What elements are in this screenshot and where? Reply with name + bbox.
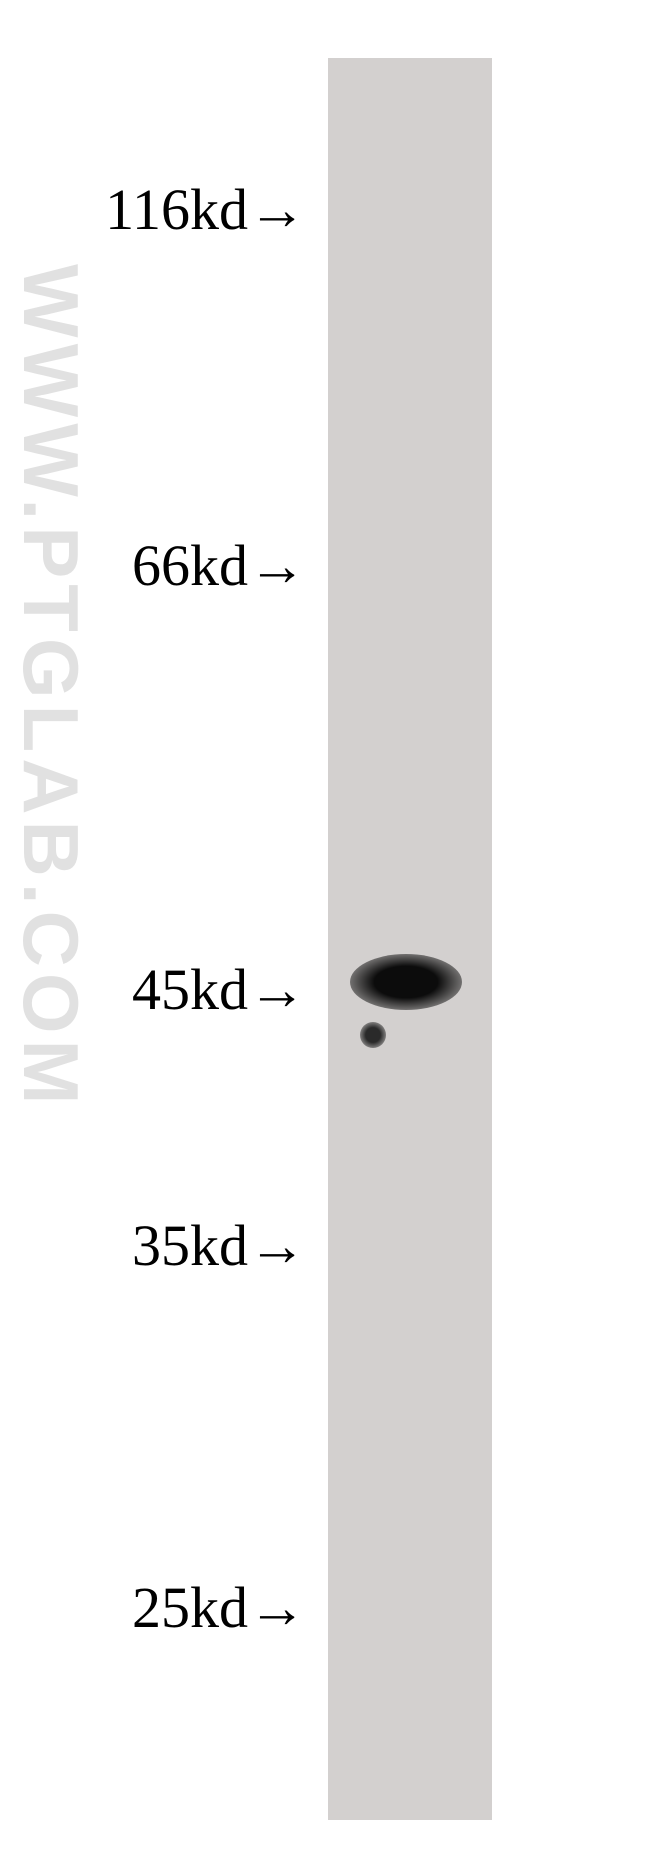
marker-label-116kd: 116kd→	[105, 176, 306, 243]
blot-container: 116kd→ 66kd→ 45kd→ 35kd→ 25kd→ WWW.PTGLA…	[0, 0, 650, 1855]
watermark-text: WWW.PTGLAB.COM	[5, 264, 96, 1111]
marker-label-35kd: 35kd→	[132, 1212, 306, 1279]
blot-lane	[328, 58, 492, 1820]
marker-label-45kd: 45kd→	[132, 956, 306, 1023]
band-secondary	[360, 1022, 386, 1048]
marker-label-66kd: 66kd→	[132, 532, 306, 599]
band-primary	[350, 954, 462, 1010]
marker-label-25kd: 25kd→	[132, 1574, 306, 1641]
